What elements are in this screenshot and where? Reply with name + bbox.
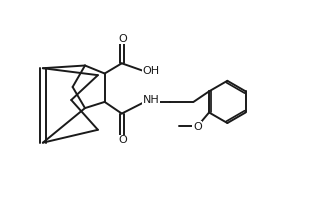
Text: O: O [119,34,128,44]
Text: OH: OH [142,66,159,76]
Text: O: O [119,135,128,145]
Text: NH: NH [143,95,160,105]
Text: O: O [193,122,202,132]
